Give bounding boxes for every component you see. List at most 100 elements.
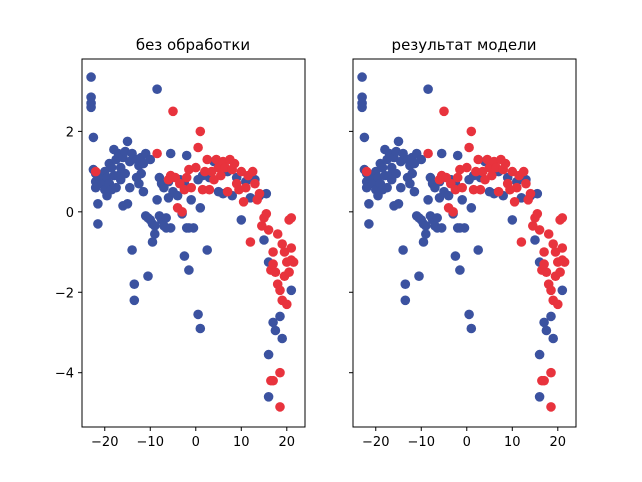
scatter-point-blue (186, 195, 196, 205)
scatter-point-blue (136, 168, 146, 179)
scatter-point-blue (259, 235, 269, 245)
scatter-point-blue (195, 323, 206, 334)
scatter-point-red (539, 375, 549, 386)
scatter-point-red (275, 367, 285, 378)
scatter-point-red (487, 170, 497, 181)
scatter-point-red (270, 267, 281, 278)
scatter-point-blue (450, 251, 461, 261)
scatter-point-red (216, 170, 226, 181)
scatter-point-red (247, 166, 258, 177)
scatter-point-blue (432, 213, 443, 223)
scatter-point-blue (546, 311, 556, 322)
scatter-point-red (177, 207, 187, 217)
scatter-point-red (546, 285, 556, 296)
scatter-point-red (222, 186, 233, 197)
scatter-point-red (191, 162, 201, 173)
scatter-point-red (464, 142, 474, 153)
scatter-point-blue (188, 223, 199, 233)
scatter-point-blue (539, 317, 549, 328)
scatter-point-red (193, 142, 203, 153)
scatter-point-red (275, 285, 285, 296)
scatter-point-blue (455, 265, 465, 275)
scatter-point-red (200, 166, 210, 177)
scatter-point-blue (261, 188, 272, 199)
scatter-point-blue (150, 229, 160, 239)
scatter-point-red (548, 239, 558, 249)
scatter-points-left (86, 72, 299, 412)
scatter-point-blue (382, 182, 392, 193)
scatter-point-red (268, 259, 278, 269)
scatter-point-red (475, 184, 486, 195)
axis-ticks-left: −20 −10 0 10 20−4−202 (55, 125, 295, 450)
scatter-point-red (509, 197, 520, 207)
scatter-point-red (168, 106, 178, 117)
scatter-point-blue (421, 229, 431, 239)
scatter-points-right (357, 72, 570, 412)
x-tick-label-left: −20 (91, 435, 118, 450)
scatter-point-red (500, 158, 511, 169)
scatter-point-red (462, 162, 472, 173)
scatter-point-red (525, 188, 536, 199)
scatter-point-red (557, 243, 568, 253)
scatter-point-blue (400, 295, 411, 306)
scatter-point-red (543, 229, 554, 239)
scatter-point-blue (263, 392, 274, 402)
scatter-point-red (275, 402, 285, 412)
scatter-point-blue (414, 271, 424, 282)
scatter-point-red (250, 178, 260, 189)
scatter-point-red (534, 225, 545, 235)
scatter-point-red (204, 184, 215, 195)
scatter-point-blue (86, 72, 96, 82)
scatter-point-blue (179, 251, 190, 261)
scatter-point-red (197, 184, 208, 195)
scatter-point-red (282, 299, 292, 310)
scatter-point-red (539, 259, 549, 269)
scatter-point-blue (125, 182, 135, 193)
scatter-point-blue (457, 195, 468, 205)
scatter-point-blue (466, 203, 477, 213)
scatter-point-blue (138, 186, 149, 197)
scatter-point-blue (286, 285, 297, 296)
scatter-point-blue (134, 178, 144, 189)
scatter-point-blue (263, 349, 274, 360)
x-tick-label-left: 0 (192, 435, 200, 450)
scatter-point-blue (150, 221, 160, 231)
scatter-point-blue (393, 199, 404, 209)
scatter-point-blue (138, 158, 149, 169)
scatter-point-blue (147, 237, 158, 247)
scatter-point-blue (145, 154, 156, 165)
y-tick-label-left: 2 (66, 125, 74, 140)
scatter-point-red (555, 267, 565, 278)
scatter-point-blue (548, 333, 558, 344)
y-tick-label-left: 0 (66, 206, 74, 221)
scatter-point-blue (122, 199, 133, 209)
scatter-point-blue (416, 154, 427, 165)
scatter-point-blue (129, 279, 140, 290)
scatter-point-blue (377, 162, 388, 173)
scatter-point-red (516, 237, 527, 247)
scatter-point-red (229, 158, 240, 169)
scatter-point-blue (236, 215, 247, 225)
scatter-point-red (559, 257, 570, 267)
scatter-point-red (557, 213, 568, 223)
scatter-point-red (288, 257, 299, 267)
chart-title-left: без обработки (136, 36, 250, 54)
chart-title-right: результат модели (392, 36, 537, 54)
scatter-point-red (272, 229, 283, 239)
scatter-point-blue (393, 136, 404, 147)
scatter-point-blue (464, 309, 474, 320)
scatter-point-blue (202, 245, 212, 255)
scatter-point-red (186, 182, 196, 193)
scatter-point-blue (357, 72, 367, 82)
scatter-point-blue (532, 188, 543, 199)
scatter-point-red (284, 267, 294, 278)
scatter-point-red (263, 225, 274, 235)
scatter-point-blue (364, 219, 374, 229)
scatter-point-red (546, 402, 556, 412)
scatter-point-blue (93, 199, 103, 209)
x-tick-label-right: −10 (408, 435, 435, 450)
x-tick-label-left: 10 (233, 435, 250, 450)
scatter-point-red (277, 239, 288, 249)
chart-panel-right: результат модели −20 −10 0 10 20 (349, 36, 577, 450)
scatter-point-red (261, 209, 272, 219)
